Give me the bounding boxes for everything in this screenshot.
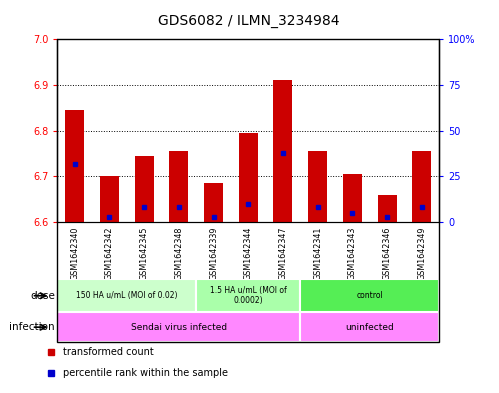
Text: GSM1642349: GSM1642349 bbox=[417, 227, 426, 280]
Bar bbox=[57, 279, 196, 312]
Text: dose: dose bbox=[30, 291, 55, 301]
Text: 1.5 HA u/mL (MOI of
0.0002): 1.5 HA u/mL (MOI of 0.0002) bbox=[210, 286, 286, 305]
Bar bbox=[169, 151, 189, 222]
Text: control: control bbox=[356, 291, 383, 300]
Text: GDS6082 / ILMN_3234984: GDS6082 / ILMN_3234984 bbox=[158, 14, 339, 28]
Text: GSM1642342: GSM1642342 bbox=[105, 227, 114, 280]
Bar bbox=[65, 110, 84, 222]
Bar bbox=[343, 174, 362, 222]
Bar bbox=[135, 156, 154, 222]
Bar bbox=[300, 279, 439, 312]
Text: GSM1642343: GSM1642343 bbox=[348, 227, 357, 280]
Text: 150 HA u/mL (MOI of 0.02): 150 HA u/mL (MOI of 0.02) bbox=[76, 291, 178, 300]
Text: percentile rank within the sample: percentile rank within the sample bbox=[63, 368, 229, 378]
Text: GSM1642345: GSM1642345 bbox=[140, 227, 149, 280]
Text: GSM1642339: GSM1642339 bbox=[209, 227, 218, 280]
Text: Sendai virus infected: Sendai virus infected bbox=[131, 323, 227, 332]
Text: uninfected: uninfected bbox=[345, 323, 394, 332]
Text: GSM1642341: GSM1642341 bbox=[313, 227, 322, 280]
Bar bbox=[196, 279, 300, 312]
Text: GSM1642340: GSM1642340 bbox=[70, 227, 79, 280]
Text: infection: infection bbox=[9, 322, 55, 332]
Bar bbox=[308, 151, 327, 222]
Bar bbox=[378, 195, 397, 222]
Text: GSM1642344: GSM1642344 bbox=[244, 227, 253, 280]
Bar bbox=[239, 133, 258, 222]
Text: GSM1642348: GSM1642348 bbox=[174, 227, 183, 280]
Bar bbox=[57, 312, 300, 342]
Bar bbox=[100, 176, 119, 222]
Bar bbox=[273, 81, 292, 222]
Text: transformed count: transformed count bbox=[63, 347, 154, 357]
Text: GSM1642347: GSM1642347 bbox=[278, 227, 287, 280]
Bar bbox=[412, 151, 431, 222]
Bar bbox=[300, 312, 439, 342]
Text: GSM1642346: GSM1642346 bbox=[383, 227, 392, 280]
Bar bbox=[204, 183, 223, 222]
